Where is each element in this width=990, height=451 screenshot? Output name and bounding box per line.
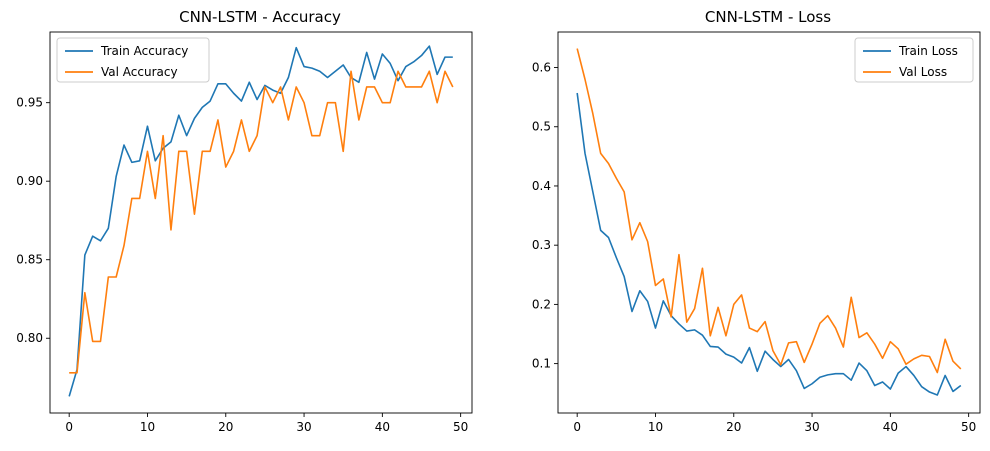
accuracy-series-line-0 <box>68 45 453 397</box>
loss-x-tick-label: 40 <box>883 420 898 434</box>
loss-x-tick-label: 20 <box>726 420 741 434</box>
loss-series-line-0 <box>576 92 962 396</box>
accuracy-legend: Train Accuracy Val Accuracy <box>56 37 210 83</box>
accuracy-series-line-1 <box>69 70 454 374</box>
accuracy-chart-title: CNN-LSTM - Accuracy <box>179 8 341 26</box>
loss-y-tick-label: 0.4 <box>532 179 551 193</box>
loss-y-tick-label: 0.1 <box>532 357 551 371</box>
loss-axes-frame <box>557 31 981 414</box>
accuracy-legend-label-0: Train Accuracy <box>100 44 188 58</box>
accuracy-legend-label-1: Val Accuracy <box>101 65 178 79</box>
loss-legend-label-0: Train Loss <box>898 44 958 58</box>
accuracy-plot-area <box>50 32 472 413</box>
loss-chart-title: CNN-LSTM - Loss <box>705 8 831 26</box>
loss-y-tick-label: 0.3 <box>532 238 551 252</box>
accuracy-y-tick-label: 0.80 <box>16 331 43 345</box>
accuracy-x-tick-label: 20 <box>218 420 233 434</box>
accuracy-y-tick-label: 0.90 <box>16 174 43 188</box>
accuracy-x-tick-label: 50 <box>453 420 468 434</box>
loss-legend: Train Loss Val Loss <box>854 37 974 83</box>
accuracy-x-tick-label: 0 <box>65 420 73 434</box>
loss-x-tick-label: 10 <box>648 420 663 434</box>
accuracy-legend-box <box>56 37 210 83</box>
loss-x-tick-label: 0 <box>573 420 581 434</box>
loss-y-tick-label: 0.5 <box>532 120 551 134</box>
accuracy-chart: CNN-LSTM - Accuracy 0 10 20 30 40 50 0.80 0.85 0… <box>16 8 473 434</box>
loss-x-tick-label: 50 <box>961 420 976 434</box>
loss-legend-box <box>854 37 974 83</box>
loss-plot-area <box>558 32 980 413</box>
loss-legend-label-1: Val Loss <box>899 65 947 79</box>
accuracy-axes-frame <box>49 31 473 414</box>
loss-y-tick-label: 0.6 <box>532 61 551 75</box>
accuracy-y-tick-label: 0.85 <box>16 253 43 267</box>
accuracy-y-tick-label: 0.95 <box>16 96 43 110</box>
loss-series-line-1 <box>576 48 962 374</box>
accuracy-x-tick-label: 10 <box>140 420 155 434</box>
loss-y-tick-label: 0.2 <box>532 297 551 311</box>
accuracy-x-tick-label: 30 <box>296 420 311 434</box>
loss-chart: CNN-LSTM - Loss 0 10 20 30 40 50 0.1 0.2 0.3 0.4 0… <box>532 8 981 434</box>
loss-x-tick-label: 30 <box>804 420 819 434</box>
accuracy-x-tick-label: 40 <box>375 420 390 434</box>
